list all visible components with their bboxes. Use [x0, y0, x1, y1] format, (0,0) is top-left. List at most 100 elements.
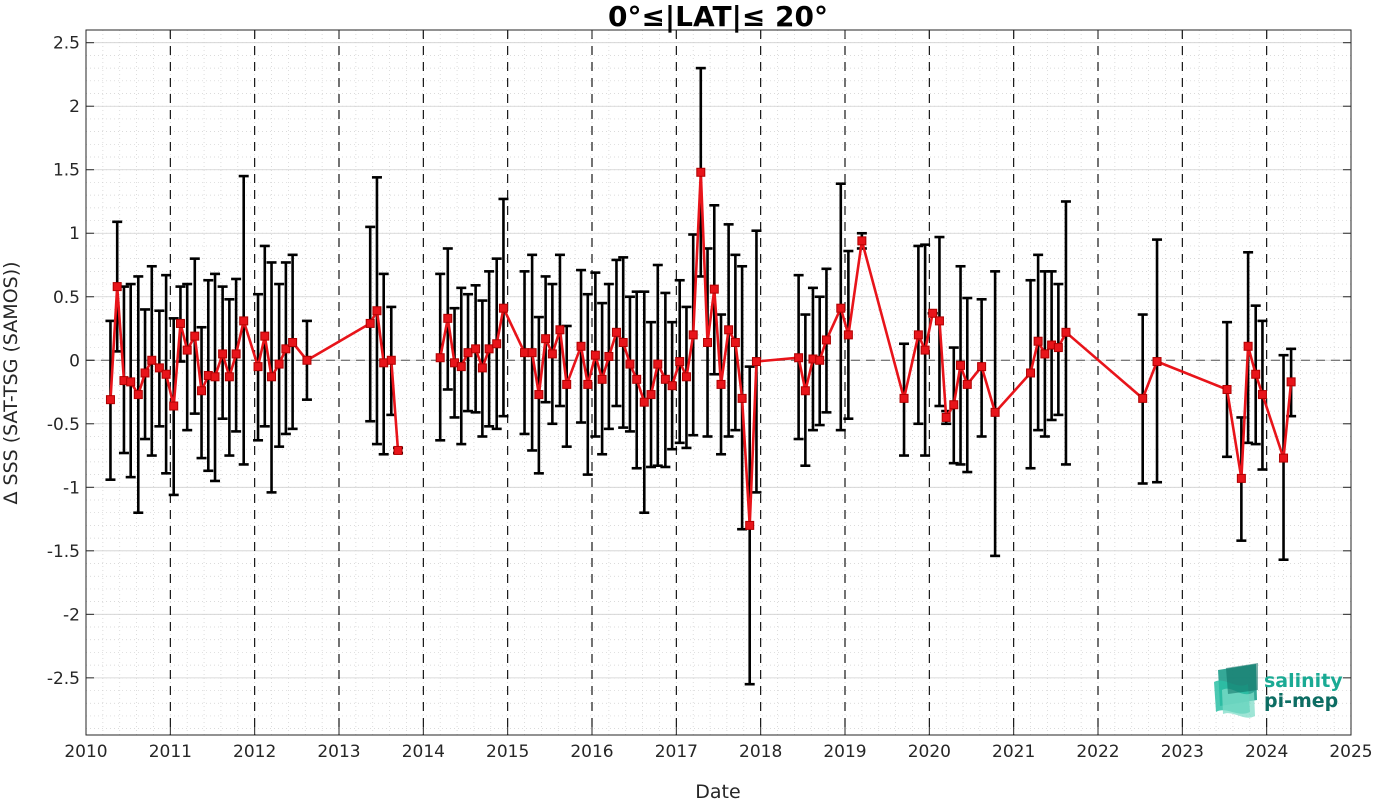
- data-point: [730, 337, 740, 347]
- data-point: [977, 362, 987, 372]
- data-point: [667, 381, 677, 391]
- data-point: [660, 374, 670, 384]
- data-point: [604, 351, 614, 361]
- data-point: [646, 390, 656, 400]
- data-point: [169, 401, 179, 411]
- data-point: [365, 318, 375, 328]
- data-point: [471, 344, 481, 354]
- data-point: [583, 379, 593, 389]
- x-tick-label: 2024: [1245, 742, 1288, 762]
- data-point: [737, 393, 747, 403]
- data-point: [555, 325, 565, 335]
- x-tick-label: 2025: [1329, 742, 1372, 762]
- data-point: [456, 362, 466, 372]
- y-tick-label: -1.5: [47, 542, 80, 562]
- plot-frame: [85, 29, 1352, 736]
- data-point: [1243, 341, 1253, 351]
- data-point: [745, 520, 755, 530]
- data-point: [218, 349, 228, 359]
- data-point: [105, 395, 115, 405]
- data-point: [126, 377, 136, 387]
- data-point: [956, 360, 966, 370]
- y-tick-label: -1: [63, 478, 80, 498]
- salinity-pi-mep-logo: salinity pi-mep: [1214, 663, 1343, 718]
- y-tick-label: 2: [69, 97, 80, 117]
- data-point: [688, 330, 698, 340]
- y-tick-label: 2.5: [53, 34, 80, 54]
- data-point: [253, 362, 263, 372]
- data-point: [288, 337, 298, 347]
- x-tick-label: 2012: [233, 742, 276, 762]
- data-point: [1026, 368, 1036, 378]
- x-tick-label: 2017: [655, 742, 698, 762]
- x-tick-label: 2016: [570, 742, 613, 762]
- data-point: [435, 353, 445, 363]
- data-point: [231, 349, 241, 359]
- data-point: [703, 337, 713, 347]
- data-point: [1033, 336, 1043, 346]
- data-point: [716, 379, 726, 389]
- y-tick-label: -2: [63, 605, 80, 625]
- data-point: [1236, 473, 1246, 483]
- data-point: [821, 335, 831, 345]
- data-point: [224, 372, 234, 382]
- x-tick-label: 2020: [908, 742, 951, 762]
- x-tick-label: 2015: [486, 742, 529, 762]
- data-point: [112, 282, 122, 292]
- y-tick-label: -0.5: [47, 415, 80, 435]
- x-tick-label: 2010: [64, 742, 107, 762]
- data-point: [1152, 357, 1162, 367]
- data-point: [210, 372, 220, 382]
- data-point: [562, 379, 572, 389]
- data-point: [794, 353, 804, 363]
- data-point: [632, 374, 642, 384]
- x-tick-label: 2018: [739, 742, 782, 762]
- data-point: [1040, 349, 1050, 359]
- data-point: [154, 363, 164, 373]
- data-point: [696, 167, 706, 177]
- x-tick-labels: 2010 2011 2012 2013 2014 2015 2016 2017 2018 2019…: [64, 742, 1372, 762]
- data-point: [899, 393, 909, 403]
- data-point: [239, 316, 249, 326]
- data-point: [941, 412, 951, 422]
- data-point: [372, 306, 382, 316]
- x-tick-label: 2023: [1161, 742, 1204, 762]
- data-point: [492, 339, 502, 349]
- y-tick-label: 0: [69, 351, 80, 371]
- data-point: [274, 359, 284, 369]
- wave-logo-icon: [1214, 663, 1258, 718]
- data-point: [140, 368, 150, 378]
- data-point: [618, 337, 628, 347]
- data-point: [175, 318, 185, 328]
- data-point: [934, 316, 944, 326]
- data-point: [815, 355, 825, 365]
- data-point: [709, 284, 719, 294]
- data-point: [913, 330, 923, 340]
- data-point: [653, 359, 663, 369]
- data-point: [1222, 384, 1232, 394]
- x-tick-label: 2013: [317, 742, 360, 762]
- data-point: [190, 331, 200, 341]
- logo-text-salinity: salinity: [1264, 670, 1343, 692]
- chart-title: 0°≤|LAT|≤ 20°: [608, 0, 828, 33]
- data-markers: [105, 167, 1296, 530]
- data-point: [133, 390, 143, 400]
- data-point: [182, 345, 192, 355]
- x-axis-label: Date: [695, 781, 740, 801]
- data-point: [463, 348, 473, 358]
- y-tick-labels: 2.5 2 1.5 1 0.5 0 -0.5 -1 -1.5 -2 -2.5: [47, 34, 80, 689]
- data-point: [576, 341, 586, 351]
- x-tick-label: 2021: [992, 742, 1035, 762]
- data-point: [751, 357, 761, 367]
- major-grid: [86, 30, 1351, 735]
- data-point: [498, 303, 508, 313]
- data-point: [161, 369, 171, 379]
- logo-text-pi-mep: pi-mep: [1264, 690, 1338, 712]
- data-point: [1251, 369, 1261, 379]
- data-point: [1053, 343, 1063, 353]
- data-point: [949, 400, 959, 410]
- data-point: [281, 344, 291, 354]
- data-point: [1061, 327, 1071, 337]
- data-point: [147, 355, 157, 365]
